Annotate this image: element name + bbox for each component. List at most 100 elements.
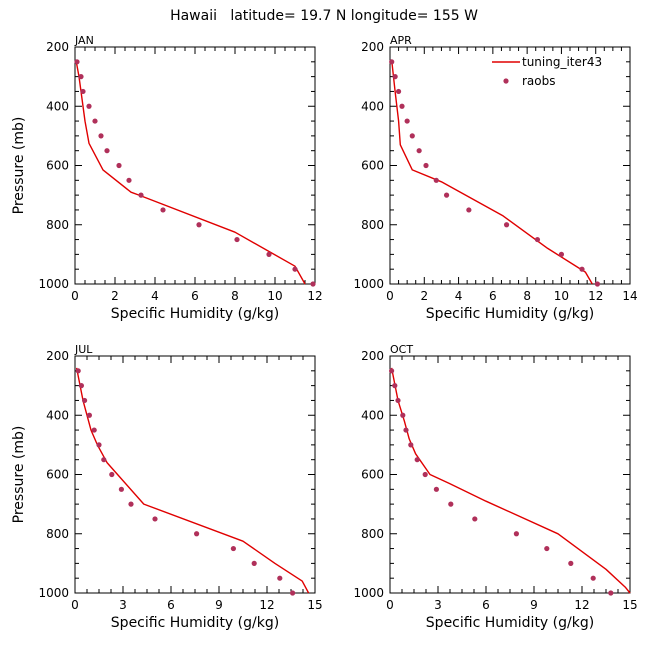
- y-tick-label: 600: [361, 159, 384, 173]
- x-tick-label: 4: [151, 289, 159, 303]
- y-tick-label: 400: [46, 408, 69, 422]
- x-tick-label: 6: [489, 289, 497, 303]
- data-point-raobs: [109, 471, 115, 478]
- y-tick-label: 1000: [353, 586, 384, 600]
- x-axis-label: Specific Humidity (g/kg): [426, 306, 594, 322]
- data-point-raobs: [277, 575, 283, 581]
- data-point-raobs: [513, 531, 520, 537]
- y-tick-label: 400: [361, 99, 384, 113]
- y-tick-label: 200: [46, 349, 69, 363]
- data-point-raobs: [392, 383, 398, 389]
- data-point-raobs: [544, 545, 550, 552]
- data-point-raobs: [86, 103, 92, 109]
- data-point-raobs: [251, 560, 257, 566]
- data-point-raobs: [466, 207, 472, 213]
- x-tick-label: 2: [111, 289, 119, 303]
- x-tick-label: 6: [482, 598, 490, 612]
- data-point-raobs: [82, 397, 88, 404]
- data-point-raobs: [91, 427, 97, 433]
- data-point-raobs: [404, 118, 410, 124]
- x-tick-label: 9: [530, 598, 538, 612]
- data-point-raobs: [579, 266, 585, 272]
- panel-label-jan: JAN: [74, 34, 94, 47]
- data-point-raobs: [290, 590, 296, 596]
- x-tick-label: 15: [622, 598, 637, 612]
- data-point-raobs: [92, 118, 98, 124]
- data-point-raobs: [399, 103, 405, 109]
- y-axis-label: Pressure (mb): [11, 117, 27, 215]
- series-line-tuning_iter43: [390, 367, 631, 594]
- data-point-raobs: [196, 222, 202, 228]
- data-point-raobs: [75, 368, 81, 374]
- x-tick-label: 0: [386, 289, 394, 303]
- data-point-raobs: [416, 148, 422, 154]
- data-point-raobs: [230, 545, 236, 552]
- y-tick-label: 200: [46, 40, 69, 54]
- legend-label-obs: raobs: [522, 74, 556, 88]
- data-point-raobs: [400, 412, 406, 418]
- series-line-tuning_iter43: [75, 60, 306, 285]
- legend-marker-swatch: [503, 78, 509, 84]
- data-point-raobs: [96, 442, 102, 448]
- data-point-raobs: [118, 486, 124, 492]
- y-tick-label: 800: [46, 218, 69, 232]
- x-axis-label: Specific Humidity (g/kg): [426, 615, 594, 631]
- data-point-raobs: [433, 486, 439, 492]
- data-point-raobs: [86, 412, 92, 418]
- y-tick-label: 400: [361, 408, 384, 422]
- panel-apr: 0 2 4 6 8 10 12 14 200 400 600 800 1000 APR Specific H…: [353, 34, 637, 322]
- data-point-raobs: [448, 501, 454, 507]
- panel-jan: 0 2 4 6 8 10 12 200 400 600 800 1000 JAN Specific Hum…: [11, 34, 323, 322]
- y-tick-label: 600: [361, 468, 384, 482]
- data-point-raobs: [78, 74, 84, 80]
- data-point-raobs: [389, 59, 395, 65]
- x-axis-label: Specific Humidity (g/kg): [111, 615, 279, 631]
- data-point-raobs: [389, 368, 395, 374]
- y-tick-label: 600: [46, 159, 69, 173]
- data-point-raobs: [558, 251, 565, 257]
- data-point-raobs: [292, 266, 298, 272]
- data-point-raobs: [78, 383, 84, 389]
- data-point-raobs: [408, 442, 414, 448]
- y-tick-label: 1000: [38, 277, 69, 291]
- x-tick-label: 10: [554, 289, 569, 303]
- data-point-raobs: [472, 516, 478, 522]
- x-tick-label: 8: [231, 289, 239, 303]
- y-axis-label: Pressure (mb): [11, 426, 27, 524]
- data-point-raobs: [395, 397, 401, 404]
- data-point-raobs: [160, 207, 166, 213]
- x-tick-label: 6: [167, 598, 175, 612]
- data-point-raobs: [392, 74, 398, 80]
- data-point-raobs: [152, 516, 158, 522]
- data-point-raobs: [590, 575, 596, 581]
- panel-label-apr: APR: [390, 34, 412, 47]
- y-tick-label: 1000: [38, 586, 69, 600]
- x-tick-label: 10: [267, 289, 282, 303]
- data-point-raobs: [403, 427, 409, 433]
- data-point-raobs: [116, 162, 122, 169]
- data-point-raobs: [608, 590, 614, 596]
- data-point-raobs: [414, 457, 420, 463]
- x-tick-label: 14: [622, 289, 637, 303]
- x-tick-label: 4: [455, 289, 463, 303]
- data-point-raobs: [433, 177, 439, 183]
- x-tick-label: 0: [71, 598, 79, 612]
- data-point-raobs: [395, 88, 402, 95]
- data-point-raobs: [101, 457, 107, 463]
- data-point-raobs: [128, 501, 134, 507]
- data-point-raobs: [104, 148, 110, 154]
- legend-label-model: tuning_iter43: [522, 55, 602, 69]
- panel-label-oct: OCT: [390, 343, 413, 356]
- data-point-raobs: [422, 471, 428, 478]
- data-point-raobs: [266, 251, 272, 257]
- y-tick-label: 1000: [353, 277, 384, 291]
- x-tick-label: 15: [307, 598, 322, 612]
- y-tick-label: 200: [361, 40, 384, 54]
- panel-label-jul: JUL: [74, 343, 93, 356]
- data-point-raobs: [194, 531, 200, 537]
- data-point-raobs: [568, 560, 574, 566]
- x-tick-label: 12: [259, 598, 274, 612]
- x-tick-label: 0: [71, 289, 79, 303]
